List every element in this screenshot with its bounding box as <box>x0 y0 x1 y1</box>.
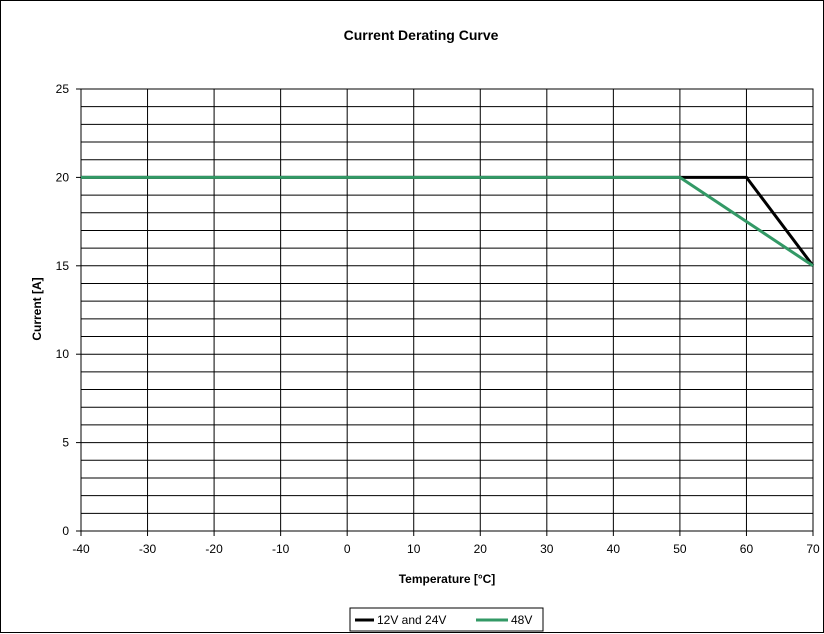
x-tick-label: 70 <box>806 542 820 556</box>
chart-title: Current Derating Curve <box>344 27 499 43</box>
plot-area <box>80 88 814 532</box>
series-line-48v <box>81 175 814 268</box>
x-tick-label: 20 <box>474 542 488 556</box>
y-tick-label: 10 <box>56 347 70 361</box>
x-tick-label: -40 <box>72 542 90 556</box>
x-tick-label: -30 <box>139 542 157 556</box>
x-tick-label: 10 <box>407 542 421 556</box>
x-tick-label: 0 <box>344 542 351 556</box>
x-tick-label: 50 <box>673 542 687 556</box>
y-axis-title: Current [A] <box>30 277 44 340</box>
x-tick-label: -10 <box>272 542 290 556</box>
y-tick-label: 25 <box>56 82 70 96</box>
grid <box>80 88 814 532</box>
x-tick-label: 40 <box>607 542 621 556</box>
x-tick-label: 60 <box>740 542 754 556</box>
legend-label-12v-24v: 12V and 24V <box>377 613 446 627</box>
x-axis-title: Temperature [°C] <box>399 572 496 586</box>
legend-box <box>349 607 544 632</box>
y-tick-label: 5 <box>62 436 69 450</box>
series-line-12v-24v <box>81 175 815 267</box>
y-tick-label: 0 <box>62 524 69 538</box>
x-tick-label: 30 <box>540 542 554 556</box>
axis-ticks: -40 -30 -20 -10 0 10 20 30 40 50 60 70 0 5 10 15 20 25 <box>56 82 820 556</box>
y-tick-label: 20 <box>56 170 70 184</box>
x-tick-label: -20 <box>205 542 223 556</box>
legend-label-48v: 48V <box>511 613 532 627</box>
series-lines <box>81 175 815 268</box>
legend: 12V and 24V 48V <box>349 607 544 632</box>
y-tick-label: 15 <box>56 259 70 273</box>
